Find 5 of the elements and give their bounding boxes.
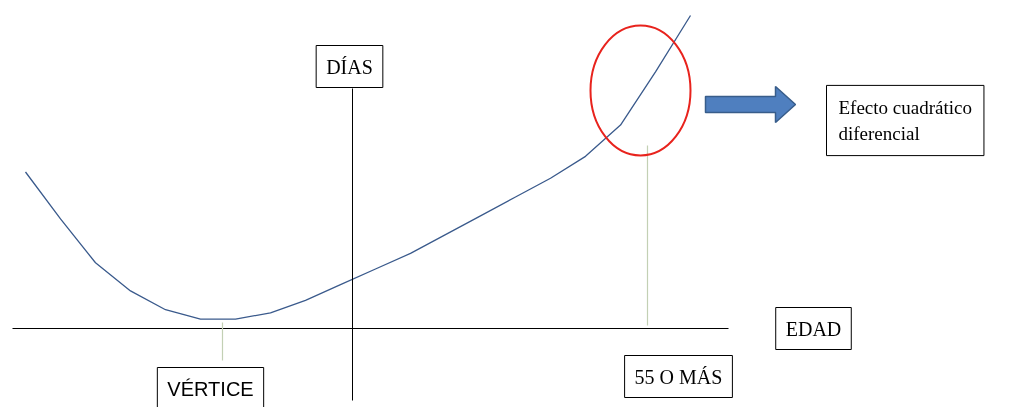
text: 55 O MÁS [634, 365, 723, 388]
x-axis-title: EDAD [785, 317, 842, 340]
text: Efecto cuadrático diferencial [838, 97, 972, 144]
y-axis-title: DÍAS [326, 55, 373, 78]
text: VÉRTICE [167, 377, 254, 400]
